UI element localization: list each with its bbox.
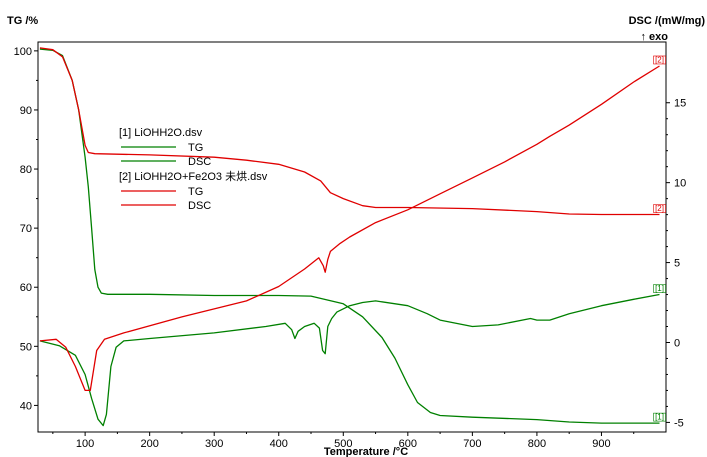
y-right-tick: 15 [666, 98, 686, 110]
x-tick-label: 600 [399, 438, 417, 450]
y-right-tick: 0 [666, 337, 680, 349]
y-left-tick: 100 [14, 46, 38, 58]
x-tick-label: 800 [528, 438, 546, 450]
y-left-tick: 70 [20, 223, 38, 235]
series-line-tg-3 [39, 47, 660, 216]
series-line-dsc-2 [39, 293, 660, 427]
end-marker-label: [2] [655, 204, 664, 213]
end-marker-box [653, 55, 666, 65]
series-end-marker: [1] [653, 412, 666, 422]
x-tick: 600 [399, 432, 417, 450]
y-left-tick: 40 [20, 400, 38, 412]
plot-frame [37, 41, 667, 433]
legend-entry-label: DSC [188, 156, 211, 168]
axes: 100 200 300 400 500 600 700 800 9001009080706050… [14, 41, 686, 450]
legend-entry-label: TG [188, 142, 203, 154]
y-left-tick-label: 90 [20, 105, 32, 117]
y-right-axis-title: DSC /(mW/mg) [629, 15, 706, 27]
x-axis-title: Temperature /°C [324, 446, 408, 457]
y-left-tick-label: 80 [20, 164, 32, 176]
y-right-tick-label: -5 [674, 417, 684, 429]
x-tick-label: 900 [592, 438, 610, 450]
y-right-tick-label: 10 [674, 178, 686, 190]
y-left-tick-label: 60 [20, 282, 32, 294]
series-end-marker: [2] [653, 55, 666, 65]
y-left-tick: 60 [20, 282, 38, 294]
y-left-tick: 90 [20, 105, 38, 117]
end-marker-label: [1] [655, 284, 664, 293]
end-marker-label: [1] [655, 413, 664, 422]
exo-direction-label: ↑ exo [640, 31, 668, 43]
series-end-marker: [1] [653, 284, 666, 293]
x-tick-label: 200 [140, 438, 158, 450]
end-marker-box [653, 204, 666, 213]
x-tick-label: 100 [76, 438, 94, 450]
x-tick: 900 [592, 432, 611, 450]
x-tick: 100 [76, 432, 94, 450]
series-group: [1] [1] [2] [2] [39, 47, 666, 427]
y-left-axis-title: TG /% [7, 15, 38, 27]
y-right-tick: 5 [666, 258, 680, 270]
legend-entry-label: DSC [188, 200, 211, 212]
y-right-tick: 10 [666, 178, 686, 190]
y-left-tick: 50 [20, 341, 38, 353]
y-left-tick: 80 [20, 164, 38, 176]
x-tick: 200 [140, 432, 159, 450]
end-marker-label: [2] [655, 55, 664, 64]
legend-file-label: [1] LiOHH2O.dsv [119, 127, 203, 139]
y-left-tick-label: 50 [20, 341, 32, 353]
x-tick: 400 [270, 432, 288, 450]
end-marker-box [653, 284, 666, 293]
x-tick-label: 300 [205, 438, 223, 450]
y-right-tick-label: 15 [674, 98, 686, 110]
y-right-tick-label: 5 [674, 258, 680, 270]
y-left-tick-label: 40 [20, 400, 32, 412]
legend-file-label: [2] LiOHH2O+Fe2O3 未烘.dsv [119, 169, 268, 183]
end-marker-box [653, 412, 666, 422]
y-left-tick-label: 100 [14, 46, 32, 58]
x-tick-label: 500 [334, 438, 352, 450]
x-tick: 700 [463, 432, 482, 450]
y-right-tick: -5 [666, 417, 684, 429]
x-tick: 300 [205, 432, 223, 450]
x-tick: 800 [528, 432, 546, 450]
series-end-marker: [2] [653, 204, 666, 213]
legend-entry-label: TG [188, 186, 203, 198]
series-line-tg-1 [39, 48, 660, 424]
y-right-tick-label: 0 [674, 337, 680, 349]
x-tick-label: 400 [270, 438, 288, 450]
series-line-dsc-4 [39, 65, 660, 392]
y-left-tick-label: 70 [20, 223, 32, 235]
x-tick: 500 [334, 432, 352, 450]
x-tick-label: 700 [463, 438, 481, 450]
